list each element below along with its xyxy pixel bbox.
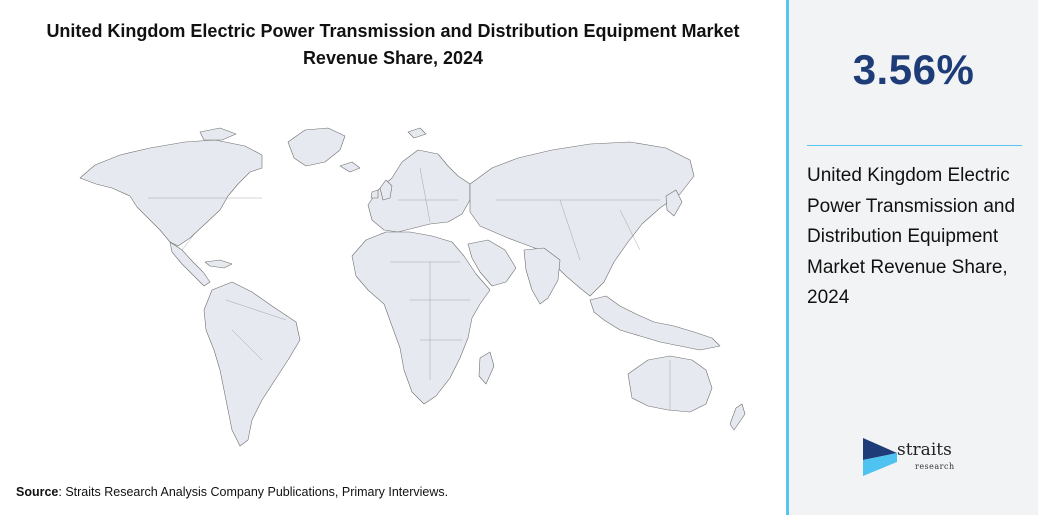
map-central-america	[169, 241, 211, 287]
chart-title: United Kingdom Electric Power Transmissi…	[10, 18, 776, 72]
map-africa	[351, 231, 491, 405]
map-arctic-islands	[199, 127, 237, 141]
map-india	[523, 247, 561, 305]
map-southeast-asia	[589, 295, 721, 351]
sidebar-panel: 3.56% United Kingdom Electric Power Tran…	[786, 0, 1038, 515]
map-greenland	[287, 127, 346, 167]
source-text: : Straits Research Analysis Company Publ…	[58, 485, 449, 499]
map-north-america	[79, 139, 263, 247]
source-note: Source: Straits Research Analysis Compan…	[16, 485, 448, 499]
straits-logo-icon	[863, 438, 897, 476]
map-ireland	[370, 189, 379, 199]
map-svalbard	[407, 127, 427, 139]
map-new-zealand	[729, 403, 746, 431]
map-europe	[367, 149, 471, 233]
map-south-america	[203, 281, 301, 447]
map-arabia	[467, 239, 517, 287]
map-united-kingdom	[379, 179, 393, 201]
logo-subtext: research	[915, 462, 955, 471]
map-iceland	[339, 161, 361, 173]
main-panel: United Kingdom Electric Power Transmissi…	[10, 18, 776, 499]
map-caribbean	[204, 259, 233, 269]
map-japan	[665, 189, 683, 217]
title-line-1: United Kingdom Electric Power Transmissi…	[46, 21, 740, 41]
title-line-2: Revenue Share, 2024	[302, 48, 484, 68]
divider	[807, 145, 1022, 146]
logo-wordmark: straits	[897, 440, 952, 460]
share-value: 3.56%	[852, 46, 975, 93]
world-map	[79, 127, 746, 447]
share-description: United Kingdom Electric Power Transmissi…	[807, 165, 1016, 308]
map-madagascar	[478, 351, 495, 385]
straits-logo: straits research	[863, 436, 983, 480]
source-label: Source	[16, 485, 59, 499]
map-asia	[469, 141, 695, 297]
